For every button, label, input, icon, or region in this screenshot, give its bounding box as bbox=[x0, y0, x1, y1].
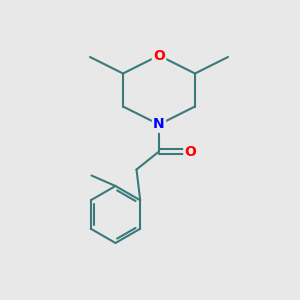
Text: O: O bbox=[184, 145, 196, 158]
Text: N: N bbox=[153, 118, 165, 131]
Text: O: O bbox=[153, 49, 165, 62]
